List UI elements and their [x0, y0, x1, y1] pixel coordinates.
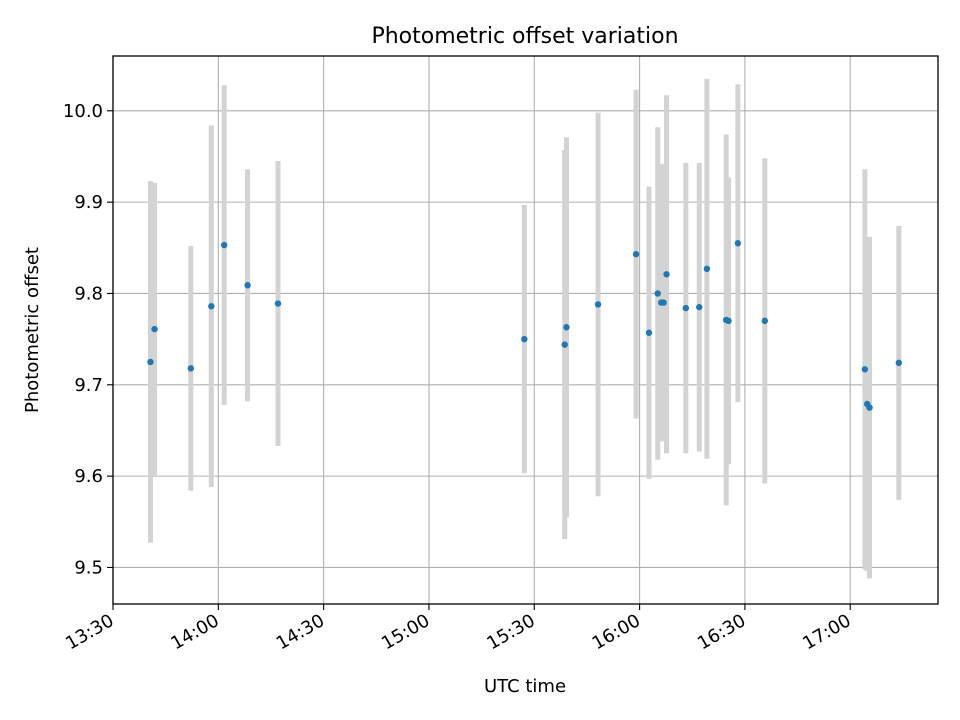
- y-axis-title: Photometric offset: [22, 247, 43, 413]
- y-tick-label: 10.0: [63, 101, 103, 122]
- data-point: [187, 365, 195, 372]
- data-point: [895, 359, 902, 367]
- data-point: [244, 282, 251, 289]
- gridlines: [112, 56, 938, 604]
- data-point: [861, 366, 869, 373]
- data-point: [521, 335, 528, 343]
- data-point: [660, 299, 667, 306]
- data-point: [147, 358, 154, 366]
- data-point: [663, 271, 670, 278]
- data-point: [208, 303, 215, 310]
- data-point: [734, 240, 742, 247]
- plot-frame: [112, 55, 939, 605]
- data-point: [220, 241, 228, 249]
- y-tick-label: 9.5: [74, 557, 103, 578]
- data-point: [561, 341, 568, 348]
- data-point: [632, 250, 640, 258]
- data-point: [563, 324, 570, 331]
- data-point: [866, 404, 873, 411]
- y-tick-label: 9.7: [74, 375, 103, 396]
- data-point: [696, 303, 703, 311]
- data-point: [682, 304, 690, 312]
- data-point: [703, 265, 711, 273]
- data-point: [151, 325, 158, 333]
- data-points: [147, 240, 902, 411]
- data-point: [274, 300, 282, 307]
- y-axis: 9.5 9.6 9.7 9.8 9.9 10.0: [63, 101, 113, 578]
- data-point: [594, 301, 602, 308]
- x-axis-title: UTC time: [484, 676, 566, 697]
- y-tick-label: 9.9: [74, 192, 103, 213]
- data-point: [645, 329, 653, 336]
- y-tick-label: 9.6: [74, 466, 103, 487]
- data-point: [761, 317, 769, 325]
- data-point: [725, 317, 732, 325]
- chart-title: Photometric offset variation: [371, 24, 678, 49]
- data-point: [654, 290, 661, 297]
- y-tick-label: 9.8: [74, 283, 103, 304]
